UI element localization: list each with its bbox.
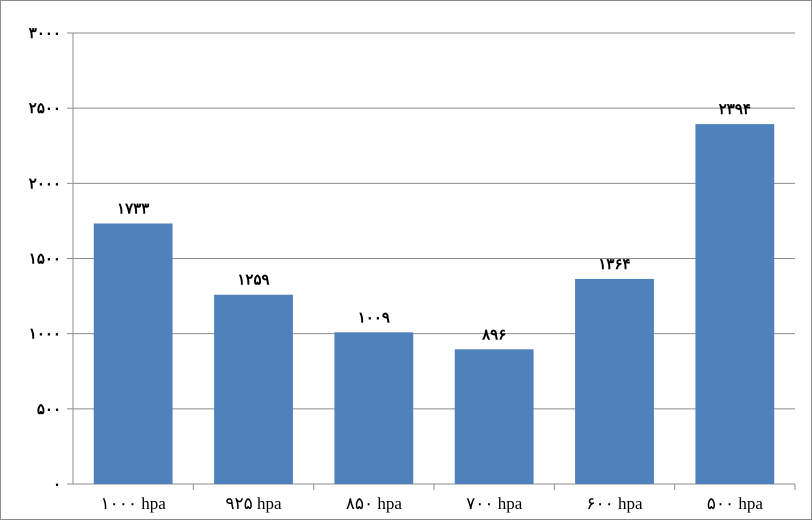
y-tick-label: ۱۰۰۰ xyxy=(29,325,61,343)
x-category-labels: ۱۰۰۰ hpa ۹۲۵ hpa ۸۵۰ hpa ۷۰۰ hpa ۶۰۰ hpa ۵۰۰ … xyxy=(101,494,764,513)
x-category-label: ۱۰۰۰ hpa xyxy=(101,494,167,513)
bar xyxy=(214,294,293,484)
bar xyxy=(575,278,654,484)
bars xyxy=(93,124,775,485)
x-category-label: ۷۰۰ hpa xyxy=(466,494,523,513)
x-category-label: ۸۵۰ hpa xyxy=(346,494,403,513)
y-tick-labels: ۰ ۵۰۰ ۱۰۰۰ ۱۵۰۰ ۲۰۰۰ ۲۵۰۰ ۳۰۰۰ xyxy=(29,24,61,493)
y-tick-label: ۲۵۰۰ xyxy=(29,99,61,117)
data-labels: ۱۷۳۳ ۱۲۵۹ ۱۰۰۹ ۸۹۶ ۱۳۶۴ ۲۳۹۴ xyxy=(117,100,751,343)
data-label: ۱۷۳۳ xyxy=(117,199,149,217)
x-category-label: ۹۲۵ hpa xyxy=(225,494,282,513)
y-tick-label: ۵۰۰ xyxy=(37,400,61,418)
y-tick-label: ۳۰۰۰ xyxy=(29,24,61,42)
bar xyxy=(334,332,414,484)
data-label: ۱۰۰۹ xyxy=(358,308,390,326)
y-tick-label: ۱۵۰۰ xyxy=(29,250,61,268)
x-category-label: ۵۰۰ hpa xyxy=(707,494,764,513)
data-label: ۸۹۶ xyxy=(481,325,506,343)
axes xyxy=(67,32,796,490)
x-category-label: ۶۰۰ hpa xyxy=(586,494,643,513)
bar xyxy=(454,349,534,484)
gridlines xyxy=(73,32,795,410)
data-label: ۲۳۹۴ xyxy=(719,100,751,118)
y-tick-label: ۲۰۰۰ xyxy=(29,174,61,192)
data-label: ۱۳۶۴ xyxy=(598,255,630,273)
bar xyxy=(695,124,775,485)
y-tick-label: ۰ xyxy=(53,475,61,493)
bar xyxy=(93,223,173,484)
data-label: ۱۲۵۹ xyxy=(237,271,269,289)
